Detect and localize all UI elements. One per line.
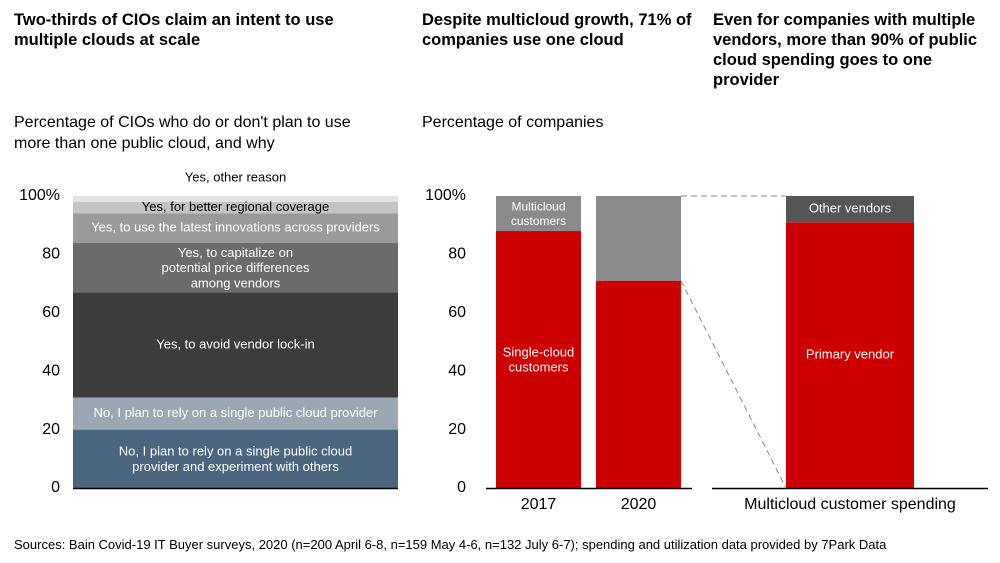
stacked-segment <box>73 242 398 293</box>
segment-label: Yes, to avoid vendor lock-in <box>156 336 315 351</box>
x-tick-label: Multicloud customer spending <box>744 496 956 513</box>
segment-label: No, I plan to rely on a single public cl… <box>119 444 352 474</box>
bar <box>786 196 914 223</box>
y-tick-label: 20 <box>448 421 466 438</box>
segment-label: Yes, to use the latest innovations acros… <box>91 220 380 235</box>
panel1-subtitle: Percentage of CIOs who do or don't plan … <box>14 114 351 152</box>
stacked-segment <box>73 397 398 430</box>
y-tick-label: 40 <box>448 362 466 379</box>
stacked-segment <box>73 213 398 243</box>
bar <box>596 280 681 488</box>
y-tick-label: 60 <box>448 304 466 321</box>
y-tick-label: 60 <box>42 304 60 321</box>
x-tick-label: 2020 <box>621 496 657 513</box>
panel2-title: Despite multicloud growth, 71% of compan… <box>422 11 692 49</box>
y-tick-label: 20 <box>42 421 60 438</box>
stacked-segment <box>73 196 398 202</box>
series-label: Single-cloud customers <box>503 344 575 374</box>
y-tick-label: 100% <box>19 187 60 204</box>
series-label: Multicloud customers <box>511 200 566 228</box>
panel1-title: Two-thirds of CIOs claim an intent to us… <box>14 11 334 49</box>
y-tick-label: 100% <box>425 187 466 204</box>
sources-note: Sources: Bain Covid-19 IT Buyer surveys,… <box>14 537 887 552</box>
series-label: Other vendors <box>809 201 892 216</box>
stacked-segment <box>73 292 398 398</box>
panel3-title: Even for companies with multiple vendors… <box>713 11 978 89</box>
y-tick-label: 0 <box>457 479 466 496</box>
stacked-segment <box>73 429 398 488</box>
stacked-segment <box>73 201 398 214</box>
segment-label: Yes, to capitalize on potential price dif… <box>162 245 310 291</box>
segment-label: Yes, other reason <box>185 169 286 184</box>
y-tick-label: 40 <box>42 362 60 379</box>
connector-line <box>680 280 787 489</box>
bar <box>786 222 914 488</box>
bar <box>496 196 581 232</box>
bar <box>496 231 581 489</box>
bar <box>596 196 681 281</box>
series-label: Primary vendor <box>806 347 895 362</box>
panel2-subtitle: Percentage of companies <box>422 114 604 131</box>
x-tick-label: 2017 <box>521 496 557 513</box>
segment-label: No, I plan to rely on a single public cl… <box>94 405 379 420</box>
segment-label: Yes, for better regional coverage <box>142 199 329 214</box>
y-tick-label: 80 <box>42 246 60 263</box>
y-tick-label: 0 <box>51 479 60 496</box>
y-tick-label: 80 <box>448 246 466 263</box>
